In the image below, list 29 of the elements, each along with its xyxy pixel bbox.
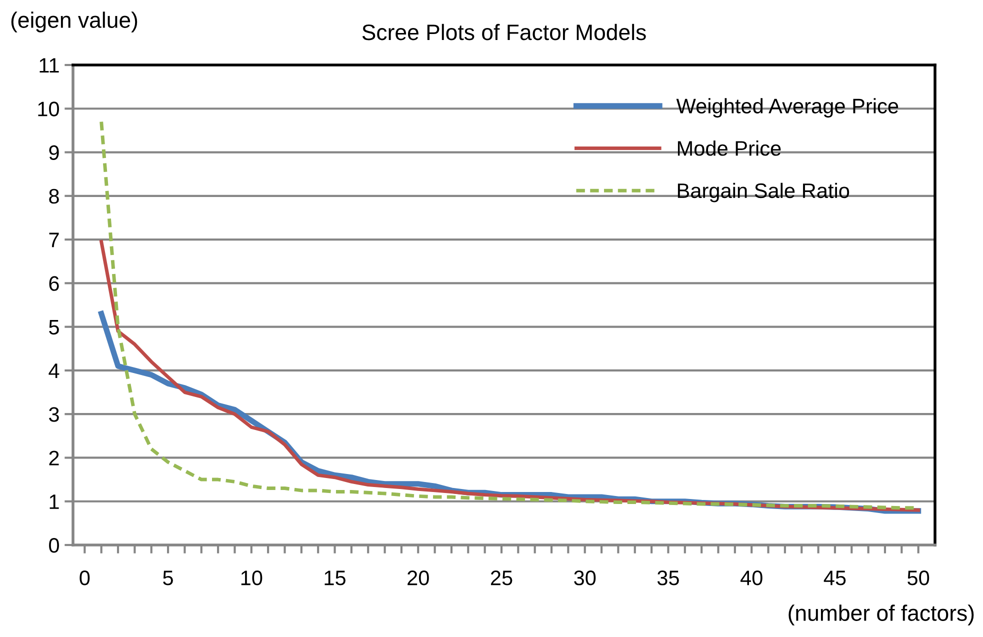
y-tick-label: 8 — [49, 188, 59, 204]
y-tick-label: 7 — [49, 232, 59, 248]
y-tick-label: 11 — [40, 58, 59, 73]
x-tick-label: 5 — [163, 570, 173, 586]
x-tick-label: 50 — [908, 570, 930, 586]
legend-label: Weighted Average Price — [676, 98, 898, 118]
y-tick-label: 2 — [49, 450, 59, 466]
x-tick-label: 0 — [80, 570, 90, 586]
legend-label: Bargain Sale Ratio — [678, 182, 850, 202]
y-tick-label: 9 — [49, 145, 59, 160]
y-tick-label: 3 — [49, 407, 59, 422]
y-tick-label: 10 — [38, 102, 59, 116]
y-axis-title: (eigen value) — [11, 12, 138, 32]
x-tick-label: 40 — [740, 570, 762, 586]
x-tick-label: 45 — [824, 570, 846, 586]
y-tick-label: 4 — [48, 364, 60, 378]
x-tick-label: 30 — [574, 570, 596, 586]
x-axis-title: (number of factors) — [788, 604, 974, 626]
x-tick-label: 10 — [241, 570, 262, 586]
y-tick-label: 0 — [49, 538, 59, 553]
y-tick-label: 5 — [49, 320, 59, 335]
chart-title: Scree Plots of Factor Models — [362, 24, 646, 40]
x-tick-label: 35 — [657, 570, 679, 586]
x-tick-label: 25 — [490, 570, 512, 586]
y-tick-label: 1 — [50, 494, 59, 509]
x-tick-label: 15 — [324, 570, 346, 586]
y-tick-label: 6 — [49, 276, 59, 291]
x-tick-label: 20 — [408, 570, 429, 586]
legend-label: Mode Price — [678, 140, 781, 156]
